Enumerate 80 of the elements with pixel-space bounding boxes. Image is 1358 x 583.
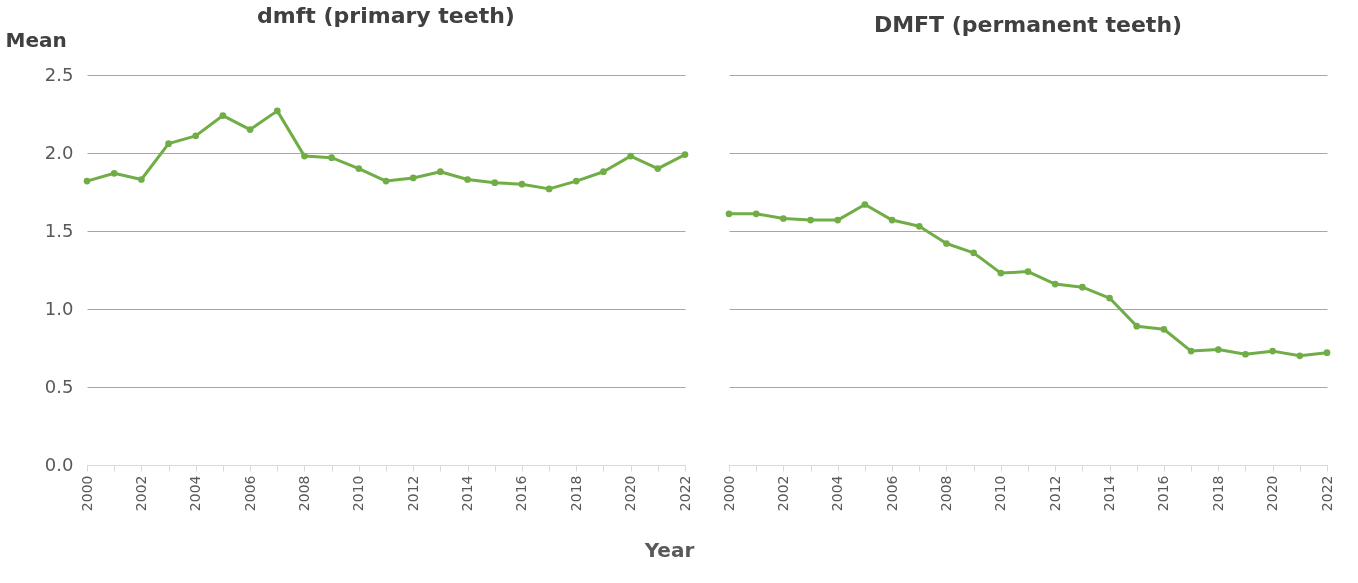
chart-title: DMFT (permanent teeth) — [873, 12, 1183, 37]
x-tick-label: 2016 — [513, 475, 530, 512]
x-tick-label: 2018 — [1209, 475, 1226, 512]
chart-title: dmft (primary teeth) — [257, 3, 515, 28]
point — [110, 169, 118, 177]
point — [888, 216, 896, 224]
point — [437, 168, 444, 176]
point — [518, 180, 526, 188]
y-axis-title: Mean — [5, 27, 67, 52]
point — [1296, 352, 1304, 360]
point — [681, 151, 689, 158]
point — [1024, 268, 1032, 275]
point — [807, 216, 814, 224]
point — [1106, 294, 1113, 302]
point — [627, 152, 634, 160]
point — [382, 177, 390, 185]
x-tick-label: 2008 — [295, 475, 312, 512]
point — [491, 179, 499, 186]
y-tick-label: 0.0 — [44, 453, 74, 475]
x-tick-label: 2020 — [622, 475, 639, 512]
x-axis-title: Year — [643, 537, 695, 562]
x-tick-label: 2006 — [883, 475, 900, 512]
point — [915, 222, 923, 230]
point — [725, 210, 733, 218]
x-tick-label: 2000 — [78, 475, 95, 512]
point — [192, 132, 200, 140]
x-tick-label: 2022 — [676, 475, 693, 512]
point — [464, 176, 471, 183]
point — [861, 201, 869, 208]
x-tick-label: 2010 — [350, 475, 367, 512]
point — [83, 177, 91, 185]
point — [1214, 346, 1222, 353]
point — [654, 165, 662, 172]
point — [1323, 349, 1331, 357]
point — [1242, 350, 1249, 358]
x-tick-label: 2012 — [1046, 475, 1063, 512]
point — [834, 216, 842, 224]
point — [572, 177, 580, 185]
point — [1160, 325, 1168, 333]
point — [355, 165, 363, 172]
x-tick-label: 2004 — [829, 475, 846, 512]
y-tick-label: 1.5 — [44, 219, 74, 241]
y-tick-label: 2.5 — [44, 63, 74, 85]
point — [600, 168, 607, 176]
y-tick-label: 0.5 — [44, 375, 74, 397]
point — [943, 240, 950, 247]
point — [409, 174, 417, 182]
point — [752, 210, 760, 218]
x-tick-label: 2018 — [567, 475, 584, 512]
x-tick-label: 2002 — [132, 475, 149, 512]
point — [1079, 283, 1086, 291]
point — [273, 107, 281, 115]
point — [780, 215, 787, 222]
x-tick-label: 2010 — [992, 475, 1009, 512]
point — [165, 140, 172, 147]
x-tick-label: 2014 — [1101, 475, 1118, 512]
x-tick-label: 2020 — [1264, 475, 1281, 512]
point — [970, 249, 977, 257]
point — [1269, 347, 1276, 355]
x-tick-label: 2006 — [241, 475, 258, 512]
point — [545, 185, 553, 193]
x-tick-label: 2000 — [720, 475, 737, 512]
x-tick-label: 2014 — [459, 475, 476, 512]
x-tick-label: 2016 — [1155, 475, 1172, 512]
point — [1051, 280, 1059, 288]
y-tick-label: 1.0 — [44, 297, 74, 319]
point — [1133, 322, 1141, 330]
point — [219, 112, 227, 119]
x-tick-label: 2012 — [404, 475, 421, 512]
point — [997, 269, 1005, 277]
point — [1187, 347, 1195, 355]
y-tick-label: 2.0 — [44, 141, 74, 163]
x-tick-label: 2004 — [187, 475, 204, 512]
x-tick-label: 2002 — [774, 475, 791, 512]
point — [328, 154, 335, 162]
x-tick-label: 2008 — [937, 475, 954, 512]
x-tick-label: 2022 — [1318, 475, 1335, 512]
point — [246, 126, 254, 133]
point — [301, 152, 308, 160]
point — [138, 176, 145, 183]
